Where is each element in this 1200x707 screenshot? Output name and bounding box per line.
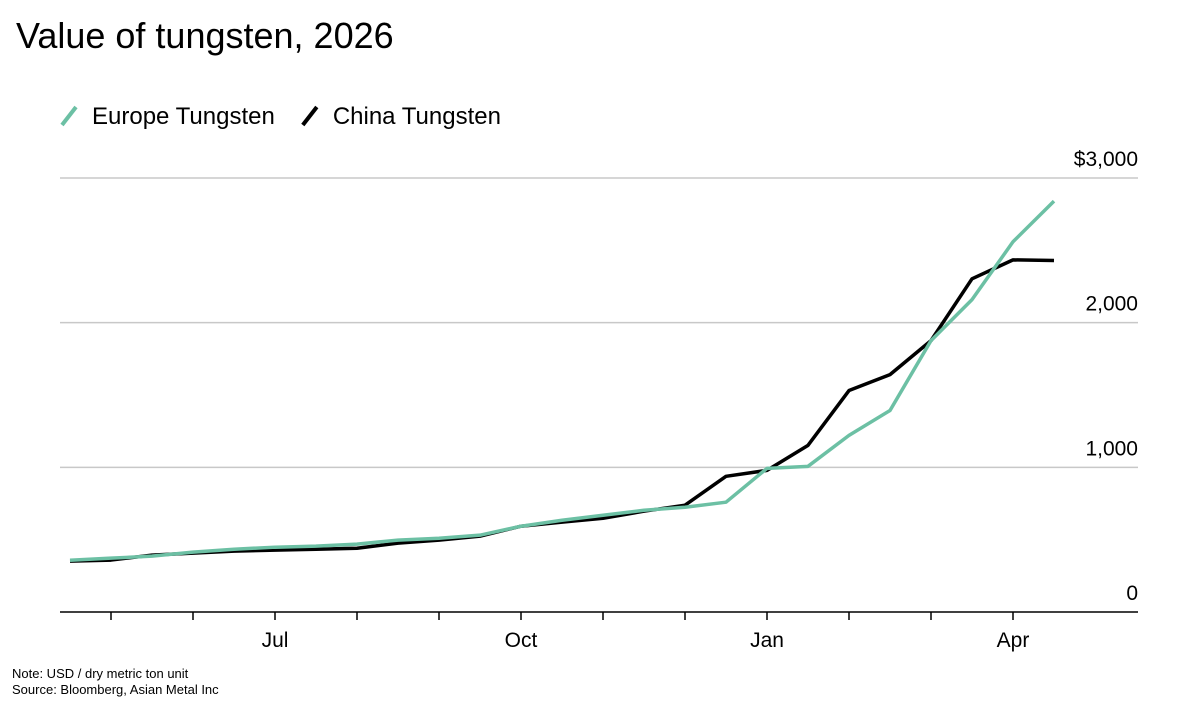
series-line (69, 258, 1055, 563)
y-tick-label: 1,000 (1085, 437, 1138, 460)
x-tick-label: Oct (505, 629, 538, 652)
legend-marker (60, 105, 78, 127)
legend-marker (301, 105, 319, 127)
x-tick-label: Apr (997, 629, 1030, 652)
y-tick-label: 2,000 (1085, 293, 1138, 316)
legend-label: China Tungsten (333, 103, 501, 130)
y-tick-label: $3,000 (1074, 148, 1138, 171)
series-line (69, 199, 1056, 562)
chart-title: Value of tungsten, 2026 (16, 15, 394, 56)
note: Note: USD / dry metric ton unit (12, 666, 189, 681)
y-tick-label: 0 (1126, 582, 1138, 605)
x-tick-label: Jul (262, 629, 289, 652)
x-tick-label: Jan (750, 629, 784, 652)
source: Source: Bloomberg, Asian Metal Inc (12, 682, 219, 697)
legend-label: Europe Tungsten (92, 103, 275, 130)
